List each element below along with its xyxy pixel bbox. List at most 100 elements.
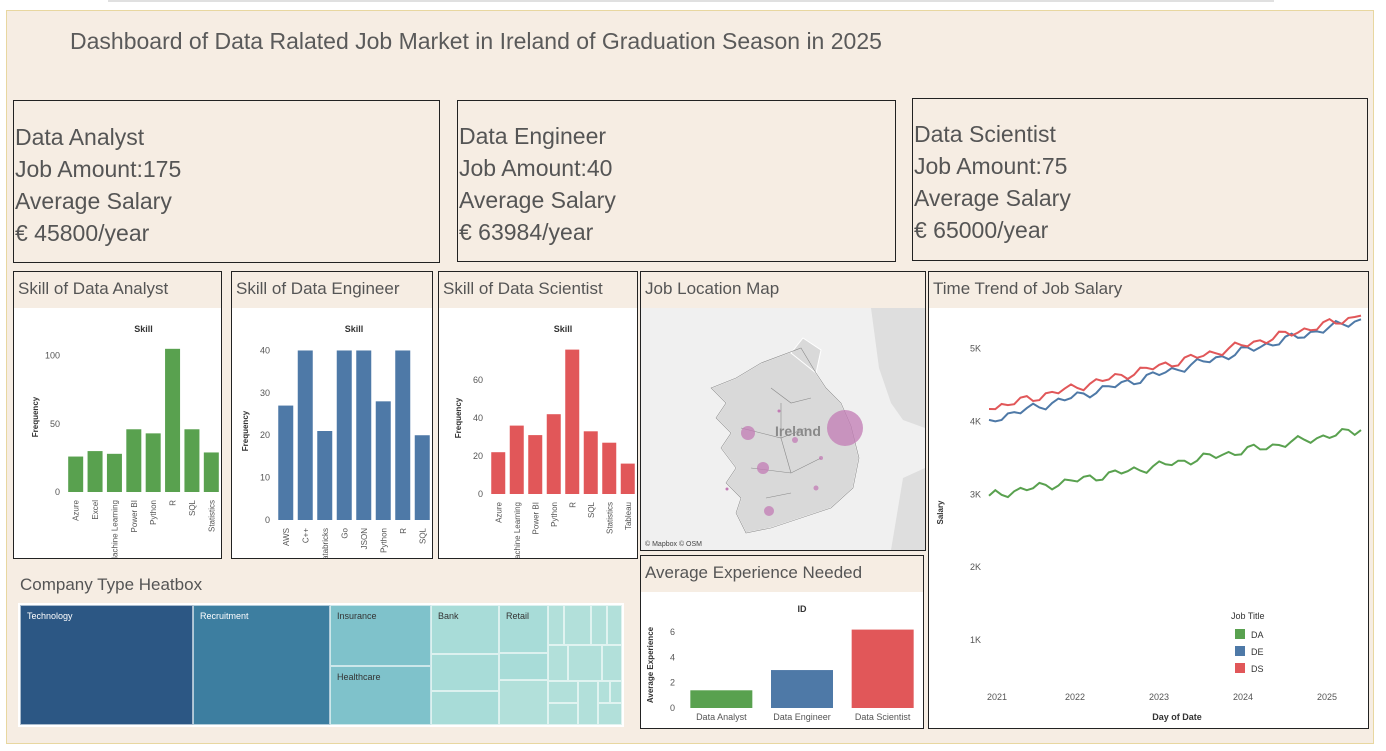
bar[interactable]	[395, 350, 411, 520]
heat-cell[interactable]	[431, 654, 499, 691]
map-bubble[interactable]	[725, 487, 729, 491]
bar[interactable]	[375, 401, 391, 520]
map-bubble[interactable]	[813, 485, 819, 491]
map-bubble[interactable]	[764, 506, 774, 516]
map-attribution[interactable]: © Mapbox © OSM	[645, 540, 702, 548]
heat-cell[interactable]	[607, 605, 622, 645]
x-tick-label: R	[568, 502, 577, 508]
heat-cell[interactable]	[602, 645, 622, 681]
legend-label: DA	[1251, 630, 1264, 640]
de-skill-chart[interactable]: Skill Frequency 0 10 20 30 40 AWS C++ Databricks G…	[232, 308, 432, 558]
heat-cell[interactable]	[578, 681, 598, 725]
y-tick-label: 4	[670, 652, 675, 662]
bar[interactable]	[690, 690, 753, 708]
y-axis-label: Frequency	[31, 396, 40, 437]
panel-title: Time Trend of Job Salary	[933, 279, 1123, 298]
bar[interactable]	[203, 452, 219, 492]
bar[interactable]	[68, 456, 84, 492]
heat-cell[interactable]	[598, 703, 622, 725]
bar[interactable]	[317, 431, 333, 520]
job-location-map[interactable]: Ireland © Mapbox © OSM	[641, 308, 925, 550]
heat-cell-healthcare[interactable]: Healthcare	[330, 666, 431, 725]
bar[interactable]	[546, 414, 561, 494]
heat-cell[interactable]	[431, 691, 499, 725]
kpi-job-amount: Job Amount:75	[914, 153, 1068, 179]
x-tick-label: C++	[301, 528, 310, 543]
y-tick-label: 6	[670, 627, 675, 637]
company-type-heatbox[interactable]: Technology Recruitment Insurance Healthc…	[18, 603, 624, 727]
series-line-da[interactable]	[988, 427, 1362, 499]
bar[interactable]	[165, 348, 181, 492]
bar[interactable]	[620, 463, 635, 494]
map-bubble[interactable]	[757, 462, 769, 474]
y-tick-label: 10	[260, 473, 270, 483]
legend-swatch[interactable]	[1235, 629, 1245, 639]
kpi-card-data-scientist[interactable]: Data Scientist Job Amount:75 Average Sal…	[912, 98, 1368, 261]
map-bubble-dublin[interactable]	[827, 410, 863, 446]
ds-skill-chart[interactable]: Skill Frequency 0 20 40 60 Azure Machine Learni…	[439, 308, 637, 558]
series-line-de[interactable]	[988, 318, 1362, 423]
y-axis-label: Frequency	[241, 410, 250, 451]
heat-cell-bank[interactable]: Bank	[431, 605, 499, 654]
bar[interactable]	[278, 405, 294, 520]
map-bubble[interactable]	[741, 426, 755, 440]
heat-cell[interactable]	[548, 605, 564, 645]
heat-cell-insurance[interactable]: Insurance	[330, 605, 431, 666]
bar[interactable]	[297, 350, 313, 520]
heat-cell[interactable]	[564, 605, 591, 645]
series-line-ds[interactable]	[988, 314, 1362, 411]
bar[interactable]	[509, 425, 524, 494]
heat-cell[interactable]	[610, 681, 622, 703]
bar[interactable]	[491, 452, 506, 494]
x-tick-label: Go	[340, 527, 349, 538]
experience-chart[interactable]: ID Average Experience 0 2 4 6 Data Analyst Data…	[641, 592, 923, 728]
kpi-card-data-analyst[interactable]: Data Analyst Job Amount:175 Average Sala…	[13, 100, 440, 263]
y-axis-label: Average Experience	[646, 626, 655, 703]
heat-cell[interactable]	[499, 680, 548, 725]
heat-cell[interactable]	[548, 681, 578, 703]
heat-cell-retail[interactable]: Retail	[499, 605, 548, 653]
heat-cell[interactable]	[499, 653, 548, 680]
map-bubble[interactable]	[819, 456, 823, 460]
bar[interactable]	[771, 670, 833, 708]
kpi-card-data-engineer[interactable]: Data Engineer Job Amount:40 Average Sala…	[457, 100, 896, 262]
bar[interactable]	[145, 433, 161, 492]
kpi-salary-label: Average Salary	[15, 188, 172, 214]
bar[interactable]	[414, 435, 430, 520]
bar[interactable]	[851, 629, 914, 708]
heat-cell[interactable]	[591, 605, 607, 645]
bar[interactable]	[356, 350, 372, 520]
da-skill-chart[interactable]: Skill Frequency 0 50 100 Azure Excel Machine Le…	[14, 308, 221, 558]
bar[interactable]	[126, 429, 142, 492]
legend-label: DE	[1251, 647, 1264, 657]
y-tick-label: 20	[473, 451, 483, 461]
x-tick-label: Azure	[72, 499, 81, 520]
bar[interactable]	[583, 431, 598, 494]
x-tick-label: JSON	[360, 528, 369, 550]
bar[interactable]	[87, 451, 103, 492]
bar[interactable]	[565, 349, 580, 494]
salary-trend-chart[interactable]: Salary 1K 2K 3K 4K 5K 2021 2022 2023 2024 2025 Day …	[929, 308, 1368, 728]
bar[interactable]	[602, 442, 617, 494]
legend-swatch[interactable]	[1235, 663, 1245, 673]
x-tick-label: Python	[149, 500, 158, 525]
kpi-role: Data Engineer	[459, 123, 607, 149]
y-tick-label: 40	[260, 345, 270, 355]
kpi-salary: € 63984/year	[459, 219, 594, 245]
y-axis-label: Frequency	[454, 397, 463, 438]
heat-cell[interactable]	[598, 681, 610, 703]
panel-title: Average Experience Needed	[645, 563, 863, 582]
heat-cell-technology[interactable]: Technology	[20, 605, 193, 725]
heat-cell-recruitment[interactable]: Recruitment	[193, 605, 330, 725]
heat-cell[interactable]	[568, 645, 602, 681]
legend-swatch[interactable]	[1235, 646, 1245, 656]
map-bubble[interactable]	[777, 409, 781, 413]
map-bubble[interactable]	[792, 437, 798, 443]
heat-cell[interactable]	[548, 645, 568, 681]
y-tick-label: 0	[670, 703, 675, 713]
bar[interactable]	[106, 453, 122, 492]
bar[interactable]	[184, 429, 200, 492]
heat-cell[interactable]	[548, 703, 578, 725]
bar[interactable]	[336, 350, 352, 520]
bar[interactable]	[528, 435, 543, 494]
